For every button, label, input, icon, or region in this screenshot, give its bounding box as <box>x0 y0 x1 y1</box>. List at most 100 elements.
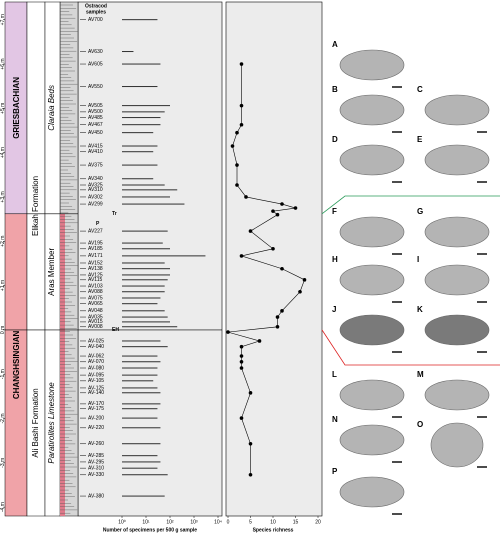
marker-label: EH <box>112 327 119 333</box>
bar <box>122 361 161 363</box>
sample-label: AV035 <box>88 314 103 320</box>
sample-label: AV-260 <box>88 441 104 447</box>
bar <box>122 291 165 293</box>
count-panel <box>77 1 223 517</box>
member-label: Claraia Beds <box>47 85 56 131</box>
sample-label: AV-170 <box>88 401 104 407</box>
richness-point <box>239 360 244 364</box>
sample-label: AV-175 <box>88 406 104 412</box>
formation-label: Ali Bashi Formation <box>31 388 40 457</box>
bar <box>122 340 161 342</box>
richness-point <box>248 229 253 233</box>
bar <box>122 111 165 113</box>
richness-point <box>239 62 244 66</box>
sample-label: AV-285 <box>88 453 104 459</box>
bar <box>122 51 134 53</box>
y-tick-label: -4 m <box>0 502 6 512</box>
bar <box>122 495 165 497</box>
bar <box>122 455 158 457</box>
panel-label: K <box>417 305 423 314</box>
bar <box>122 303 158 305</box>
bar <box>122 443 161 445</box>
bar <box>122 285 165 287</box>
richness-point <box>275 315 280 319</box>
ostracod-photo <box>339 216 405 248</box>
panel-label: I <box>417 255 419 264</box>
panel-label: E <box>417 135 423 144</box>
y-tick-label: +3 m <box>0 191 6 202</box>
bar <box>122 151 154 153</box>
sample-label: AV630 <box>88 49 103 55</box>
y-tick-label: -2 m <box>0 414 6 424</box>
sample-label: AV-125 <box>88 385 104 391</box>
richness-point <box>275 324 280 329</box>
y-tick-label: -3 m <box>0 458 6 468</box>
panel-label: D <box>332 135 338 144</box>
richness-point <box>239 416 244 420</box>
bar <box>122 230 168 232</box>
sample-label: AV103 <box>88 283 103 289</box>
bar <box>122 164 158 166</box>
richness-point <box>235 130 239 135</box>
panel-label: A <box>332 40 338 49</box>
sample-label: AV-380 <box>88 493 104 499</box>
sample-label: AV-310 <box>88 465 104 471</box>
bar <box>122 326 178 328</box>
bar <box>122 408 158 410</box>
sample-label: AV-330 <box>88 472 104 478</box>
member-label: Paratirolites Limestone <box>47 382 56 464</box>
bar <box>122 297 161 299</box>
ostracod-photo <box>339 94 405 126</box>
bar <box>122 374 158 376</box>
richness-point <box>239 354 244 358</box>
sample-label: AV485 <box>88 115 103 121</box>
bar <box>122 427 161 429</box>
sample-label: AV-140 <box>88 390 104 396</box>
richness-point <box>271 247 275 251</box>
ostracod-photo <box>339 144 405 176</box>
y-tick-label: +7 m <box>0 14 6 25</box>
bar <box>122 203 185 205</box>
member-pink <box>60 213 65 516</box>
formation-label: Elikah Formation <box>31 176 40 236</box>
bar <box>122 380 154 382</box>
richness-point <box>239 254 244 258</box>
bar <box>122 132 154 134</box>
y-tick-label: +6 m <box>0 58 6 69</box>
sample-label: AV008 <box>88 324 103 330</box>
y-tick-label: +1 m <box>0 280 6 291</box>
richness-point <box>230 144 235 148</box>
bar <box>122 248 170 250</box>
sample-label: AV550 <box>88 84 103 90</box>
bar <box>122 184 165 186</box>
sample-label: AV015 <box>88 319 103 325</box>
richness-point <box>298 289 302 294</box>
bar <box>122 310 165 312</box>
tr-connector <box>321 195 500 215</box>
sample-label: AV467 <box>88 122 103 128</box>
richness-point <box>239 103 244 108</box>
sample-label: AV-295 <box>88 459 104 465</box>
panel-label: H <box>332 255 338 264</box>
sample-label: AV-220 <box>88 425 104 431</box>
sample-label: AV185 <box>88 246 103 252</box>
y-tick-label: 0 m <box>0 326 6 334</box>
sample-label: AV299 <box>88 201 103 207</box>
richness-point <box>280 266 284 271</box>
y-tick-label: +5 m <box>0 103 6 114</box>
bar <box>122 467 158 469</box>
sample-label: AV115 <box>88 277 102 283</box>
panel-label: B <box>332 85 338 94</box>
bar <box>122 279 168 281</box>
bar <box>122 403 161 405</box>
ostracod-photo <box>339 264 405 296</box>
sample-label: AV-200 <box>88 415 104 421</box>
x-axis-title: Species richness <box>253 527 294 533</box>
bar <box>122 124 161 126</box>
bar <box>122 86 158 88</box>
photo-panels: A B C D E F G H I J K L M N O P <box>332 40 490 515</box>
bar <box>122 178 154 180</box>
bar <box>122 105 170 107</box>
ostracod-photo <box>424 314 490 346</box>
stage-label: CHANGHSINGIAN <box>12 330 21 399</box>
